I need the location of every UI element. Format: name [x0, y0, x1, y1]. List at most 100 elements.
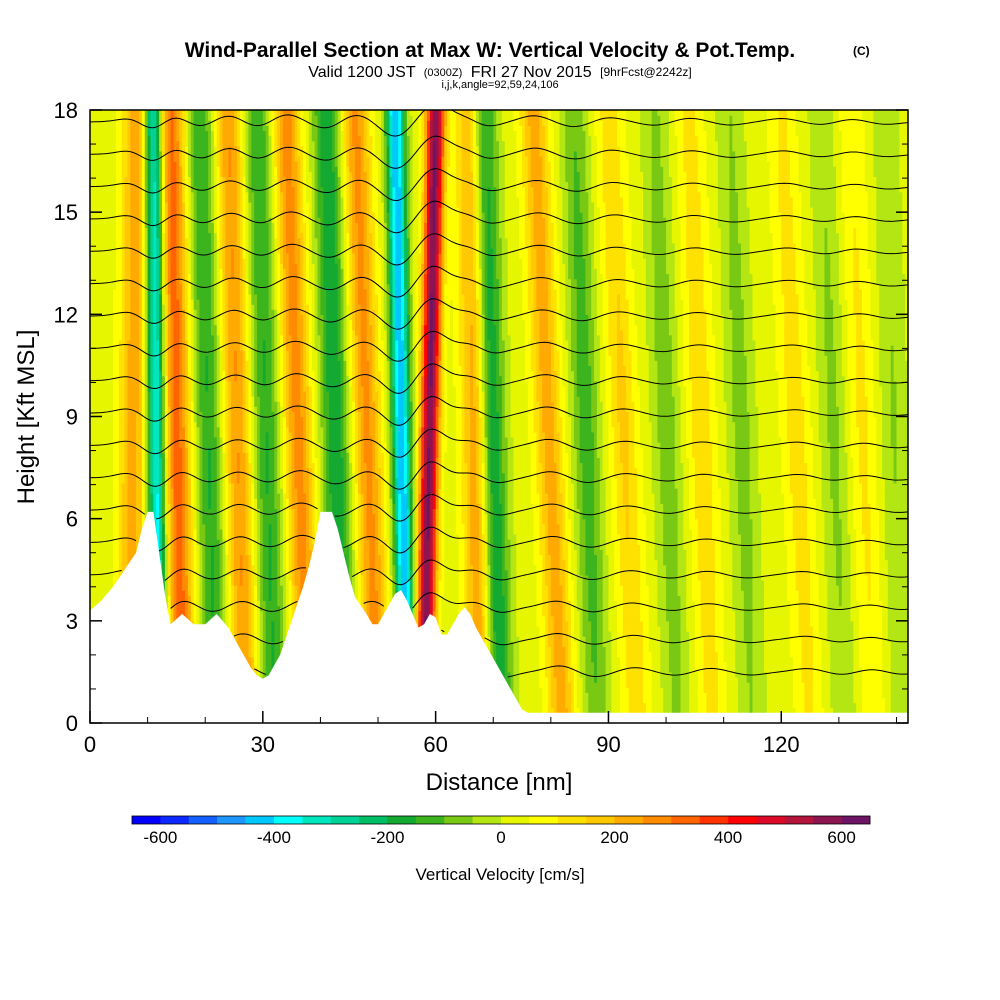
w-cell-4399 — [262, 564, 270, 571]
w-cell-3634 — [205, 590, 212, 596]
w-cell-3864 — [547, 585, 552, 591]
w-cell-4090 — [239, 574, 244, 581]
w-cell-4166 — [565, 574, 569, 581]
w-cell-3658 — [297, 590, 301, 596]
w-cell-4729 — [375, 554, 382, 561]
w-cell-1861 — [703, 656, 719, 663]
w-cell-4302 — [478, 569, 483, 576]
w-cell-3530 — [380, 595, 385, 601]
w-cell-2570 — [591, 631, 598, 637]
w-cell-3859 — [507, 585, 512, 591]
w-cell-2500 — [282, 631, 287, 637]
w-cell-4258 — [300, 569, 310, 576]
w-cell-3795 — [254, 585, 258, 591]
w-cell-1476 — [257, 666, 261, 673]
w-cell-1266 — [651, 677, 661, 683]
w-cell-834 — [706, 692, 719, 699]
w-cell-3263 — [467, 605, 474, 612]
w-cell-4633 — [663, 559, 679, 566]
w-cell-4448 — [444, 564, 460, 571]
w-cell-3455 — [859, 600, 883, 607]
w-cell-4245 — [254, 569, 258, 576]
w-cell-4146 — [444, 574, 460, 581]
w-cell-4960 — [118, 544, 123, 550]
w-cell-4922 — [571, 549, 578, 556]
w-cell-3901 — [867, 585, 872, 591]
w-cell-1111 — [576, 682, 584, 688]
w-cell-2734 — [798, 625, 814, 632]
w-cell-4640 — [732, 559, 742, 566]
w-cell-1137 — [853, 682, 863, 688]
w-cell-4749 — [441, 554, 445, 561]
w-cell-3559 — [493, 595, 506, 601]
w-cell-4675 — [173, 554, 178, 561]
w-cell-1852 — [619, 656, 627, 663]
w-cell-3592 — [752, 595, 765, 601]
w-cell-4028 — [645, 579, 659, 586]
w-cell-1434 — [890, 671, 908, 678]
w-cell-3476 — [173, 595, 178, 601]
w-cell-4558 — [291, 559, 296, 566]
w-cell-4766 — [542, 554, 546, 561]
w-cell-2301 — [746, 641, 754, 647]
w-cell-3117 — [438, 610, 442, 617]
w-cell-4248 — [262, 569, 270, 576]
w-cell-2495 — [262, 631, 267, 637]
w-cell-1725 — [830, 661, 854, 668]
w-cell-3409 — [484, 600, 489, 607]
w-cell-4490 — [740, 564, 754, 571]
w-cell-4391 — [234, 564, 241, 571]
w-cell-3570 — [568, 595, 575, 601]
w-cell-2597 — [882, 631, 889, 637]
w-cell-3153 — [686, 610, 696, 617]
w-cell-2922 — [251, 615, 255, 622]
w-cell-1771 — [259, 656, 264, 663]
w-cell-813 — [542, 692, 549, 699]
w-cell-4289 — [418, 569, 422, 576]
w-cell-4795 — [787, 554, 797, 561]
w-cell-2767 — [199, 620, 203, 627]
w-cell-4613 — [516, 559, 535, 566]
w-cell-2419 — [547, 636, 555, 642]
w-cell-3152 — [680, 610, 687, 617]
w-cell-669 — [547, 697, 552, 704]
w-cell-3863 — [542, 585, 549, 591]
w-cell-3189 — [173, 605, 178, 612]
w-cell-4823 — [164, 549, 169, 556]
w-cell-4688 — [219, 554, 224, 561]
w-cell-1993 — [585, 651, 592, 658]
w-cell-1118 — [643, 682, 653, 688]
w-cell-2559 — [516, 631, 540, 637]
w-cell-4048 — [850, 579, 857, 586]
w-cell-3640 — [228, 590, 232, 596]
w-cell-4310 — [510, 569, 517, 576]
w-cell-1770 — [257, 656, 261, 663]
w-cell-3784 — [210, 585, 215, 591]
w-cell-3336 — [193, 600, 198, 607]
w-cell-4874 — [354, 549, 359, 556]
w-cell-976 — [680, 687, 690, 693]
w-cell-3877 — [622, 585, 641, 591]
w-cell-2923 — [254, 615, 258, 622]
w-cell-2444 — [743, 636, 754, 642]
w-cell-4252 — [280, 569, 284, 576]
w-cell-2719 — [643, 625, 650, 632]
w-cell-3589 — [723, 595, 733, 601]
w-cell-4095 — [257, 574, 261, 581]
w-cell-4723 — [352, 554, 356, 561]
w-cell-3874 — [602, 585, 610, 591]
w-cell-675 — [576, 697, 584, 704]
w-cell-2453 — [859, 636, 883, 642]
w-cell-4694 — [239, 554, 244, 561]
w-cell-2737 — [827, 625, 854, 632]
w-cell-3782 — [202, 585, 206, 591]
w-cell-3632 — [199, 590, 203, 596]
w-cell-4604 — [478, 559, 483, 566]
w-cell-4446 — [438, 564, 442, 571]
w-cell-2875 — [752, 620, 765, 627]
w-cell-2641 — [271, 625, 275, 632]
w-cell-3982 — [395, 579, 399, 586]
w-cell-3069 — [259, 610, 264, 617]
w-cell-4176 — [619, 574, 641, 581]
w-cell-3446 — [763, 600, 791, 607]
